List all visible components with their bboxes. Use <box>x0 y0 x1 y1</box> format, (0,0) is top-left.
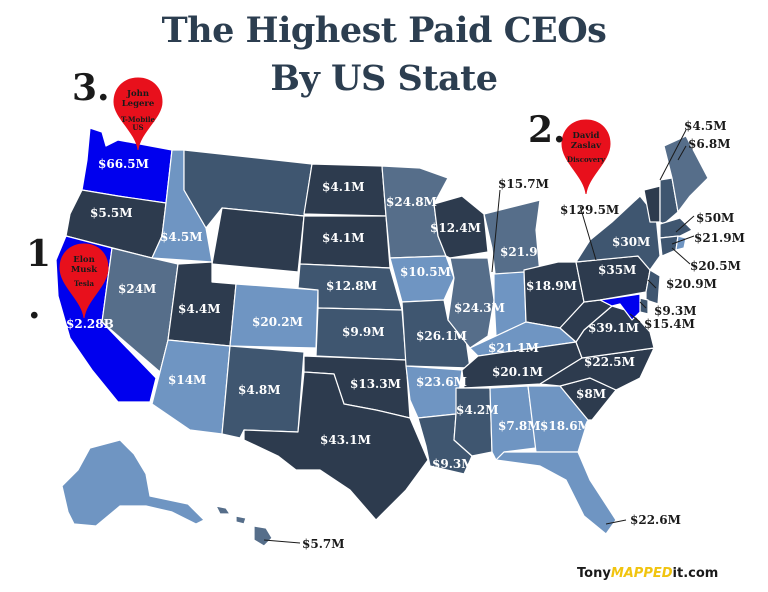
leader-fl <box>605 519 627 525</box>
label-mo: $26.1M <box>416 329 467 343</box>
state-tx <box>243 371 429 521</box>
leader-me <box>677 145 687 161</box>
label-fl: $22.6M <box>630 513 681 527</box>
label-pa: $35M <box>598 263 636 277</box>
pin-zaslav: David Zaslav Discovery <box>561 119 611 195</box>
state-ri <box>675 235 687 251</box>
label-ma: $50M <box>696 211 734 225</box>
pin-legere-company2: US <box>132 123 143 132</box>
state-ak <box>61 439 205 527</box>
pin-legere-name2: Legere <box>122 99 155 109</box>
pin-legere-name1: John <box>126 89 149 99</box>
rank-2: 2. <box>528 109 566 151</box>
pin-musk: Elon Musk Tesla <box>59 243 109 319</box>
title-line-2: By US State <box>270 58 498 99</box>
label-va: $39.1M <box>588 321 639 335</box>
label-ne: $12.8M <box>326 279 377 293</box>
leader-ct <box>671 235 695 245</box>
label-hi: $5.7M <box>302 537 345 551</box>
pin-musk-name2: Musk <box>71 265 98 275</box>
brand-part-3: it.com <box>672 566 719 581</box>
label-il: $24.3M <box>454 301 505 315</box>
leader-in <box>491 189 501 273</box>
label-al: $7.8M <box>498 419 541 433</box>
label-ky: $21.1M <box>488 341 539 355</box>
leader-ny <box>579 205 597 261</box>
label-co: $20.2M <box>252 315 303 329</box>
label-in: $15.7M <box>498 177 549 191</box>
brand-part-2: MAPPED <box>610 566 673 581</box>
state-me <box>663 135 709 213</box>
label-ms: $4.2M <box>456 403 499 417</box>
label-ct: $21.9M <box>694 231 745 245</box>
label-ny: $30M <box>612 235 650 249</box>
label-nj: $20.9M <box>666 277 717 291</box>
state-wi <box>433 195 489 259</box>
title-line-1: The Highest Paid CEOs <box>161 10 607 51</box>
rank-1-dot: . <box>28 285 41 327</box>
label-ga: $18.6M <box>540 419 591 433</box>
label-tn: $20.1M <box>492 365 543 379</box>
leader-md <box>629 313 641 323</box>
label-ia: $10.5M <box>400 265 451 279</box>
state-ma <box>659 217 693 239</box>
leader-ri <box>671 247 691 265</box>
label-discovery-value: $129.5M <box>560 203 619 217</box>
pin-legere-company: T-Mobile <box>121 115 156 124</box>
label-md: $15.4M <box>644 317 695 331</box>
state-ar <box>405 365 463 419</box>
label-tx: $43.1M <box>320 433 371 447</box>
state-nj <box>645 269 661 305</box>
label-ar: $23.6M <box>416 375 467 389</box>
pin-musk-company: Tesla <box>74 279 94 288</box>
pin-zaslav-name2: Zaslav <box>571 141 602 151</box>
state-fl <box>495 451 617 535</box>
label-az: $14M <box>168 373 206 387</box>
label-nv: $24M <box>118 282 156 296</box>
label-ok: $13.3M <box>350 377 401 391</box>
label-or: $5.5M <box>90 206 133 220</box>
brand-part-1: Tony <box>577 566 611 581</box>
state-il <box>447 257 495 349</box>
label-la: $9.3M <box>432 457 475 471</box>
state-md <box>599 293 641 321</box>
label-ri: $20.5M <box>690 259 741 273</box>
label-mi: $21.9M <box>500 245 551 259</box>
label-ks: $9.9M <box>342 325 385 339</box>
label-nm: $4.8M <box>238 383 281 397</box>
label-id: $4.5M <box>160 230 203 244</box>
leader-hi <box>263 539 301 544</box>
label-nc: $22.5M <box>584 355 635 369</box>
label-mn: $24.8M <box>386 195 437 209</box>
state-wy <box>211 207 305 273</box>
pin-zaslav-company: Discovery <box>567 155 606 164</box>
rank-1: 1 <box>26 233 51 275</box>
state-ms <box>453 387 493 457</box>
rank-3: 3. <box>72 67 110 109</box>
pin-musk-name1: Elon <box>73 255 95 265</box>
state-hi <box>215 505 273 547</box>
label-me: $6.8M <box>688 137 731 151</box>
state-ia <box>389 255 455 303</box>
label-sc: $8M <box>576 387 606 401</box>
label-wi: $12.4M <box>430 221 481 235</box>
label-wa: $66.5M <box>98 157 149 171</box>
pin-zaslav-name1: David <box>573 131 600 141</box>
pin-legere: John Legere T-Mobile US <box>113 77 163 151</box>
label-ca: $2.28B <box>66 317 114 331</box>
label-de: $9.3M <box>654 304 697 318</box>
leader-de <box>639 301 647 309</box>
leader-nj <box>647 279 657 289</box>
state-ct <box>659 235 679 257</box>
label-oh: $18.9M <box>526 279 577 293</box>
label-sd: $4.1M <box>322 231 365 245</box>
label-vt: $4.5M <box>684 119 727 133</box>
leader-vt <box>659 129 687 181</box>
leader-ma <box>675 215 695 233</box>
label-nd: $4.1M <box>322 180 365 194</box>
brand-logo: TonyMAPPEDit.com <box>577 566 718 581</box>
label-ut: $4.4M <box>178 302 221 316</box>
